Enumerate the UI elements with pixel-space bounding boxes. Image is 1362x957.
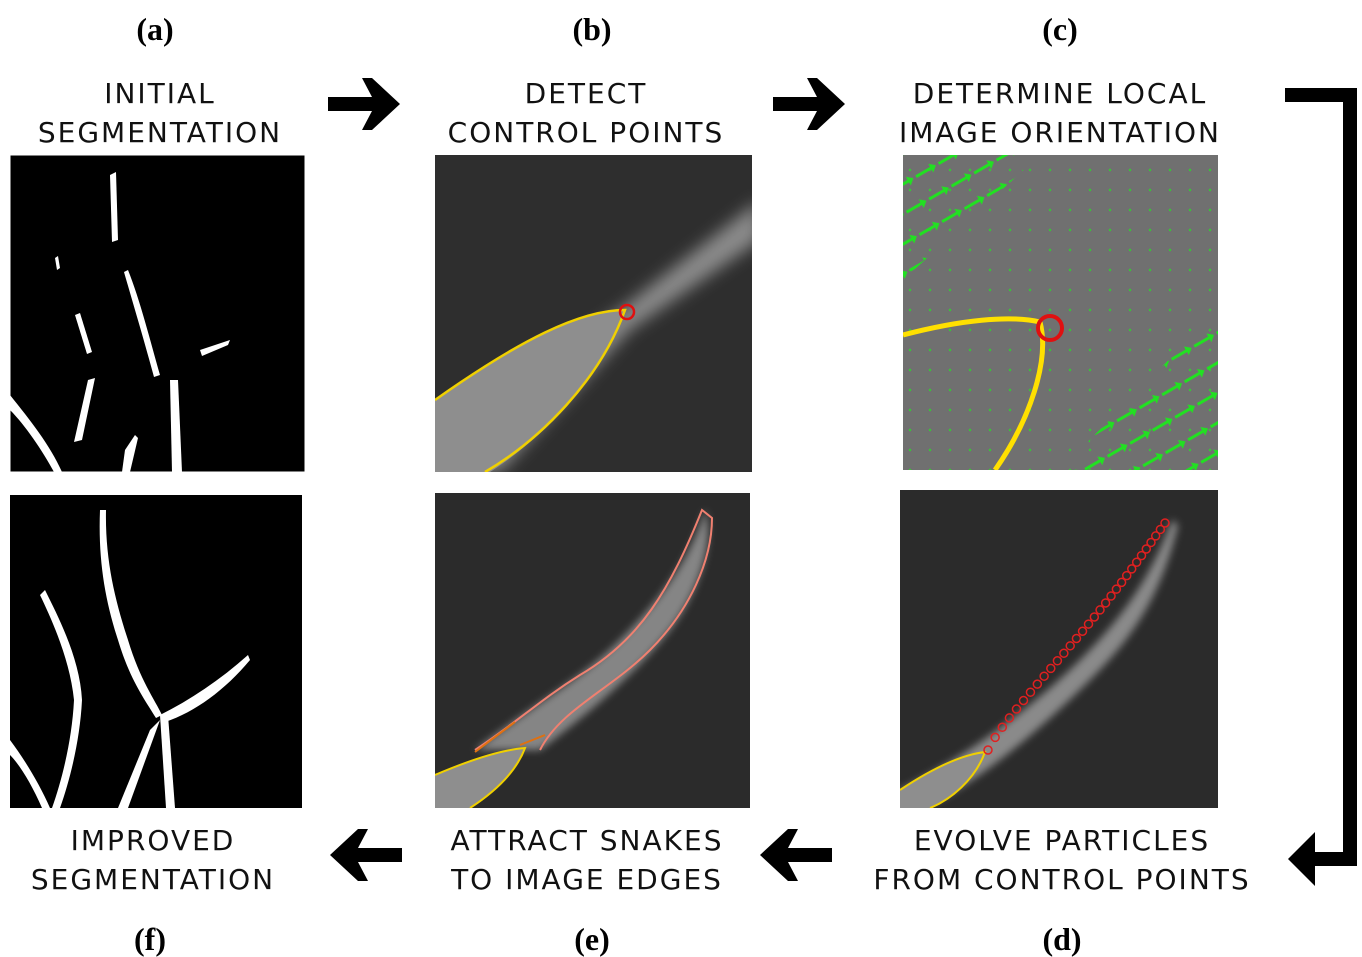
panel-label: (b) xyxy=(572,11,611,47)
caption-line: EVOLVE PARTICLES xyxy=(914,824,1210,857)
panel-label: (a) xyxy=(136,11,173,47)
caption-line: IMPROVED xyxy=(71,824,236,857)
caption-line: DETECT xyxy=(525,77,648,110)
figure: (a) (b) (c) (d) (e) (f) INITIAL SEGMENTA… xyxy=(0,0,1362,957)
caption-line: IMAGE ORIENTATION xyxy=(899,116,1221,149)
caption-line: ATTRACT SNAKES xyxy=(451,824,724,857)
caption-line: CONTROL POINTS xyxy=(448,116,725,149)
caption-line: DETERMINE LOCAL xyxy=(913,77,1207,110)
panel-label: (f) xyxy=(134,921,166,957)
caption-line: SEGMENTATION xyxy=(38,116,282,149)
panel-label: (d) xyxy=(1042,921,1081,957)
image-c xyxy=(903,155,1218,470)
image-d xyxy=(900,490,1218,808)
caption-line: SEGMENTATION xyxy=(31,863,275,896)
caption-line: INITIAL xyxy=(104,77,216,110)
caption-line: FROM CONTROL POINTS xyxy=(873,863,1250,896)
image-e xyxy=(435,493,750,808)
panel-label: (e) xyxy=(574,921,610,957)
image-b xyxy=(435,155,760,472)
image-a xyxy=(10,155,305,472)
image-f xyxy=(10,495,302,808)
panel-label: (c) xyxy=(1042,11,1078,47)
caption-line: TO IMAGE EDGES xyxy=(450,863,723,896)
